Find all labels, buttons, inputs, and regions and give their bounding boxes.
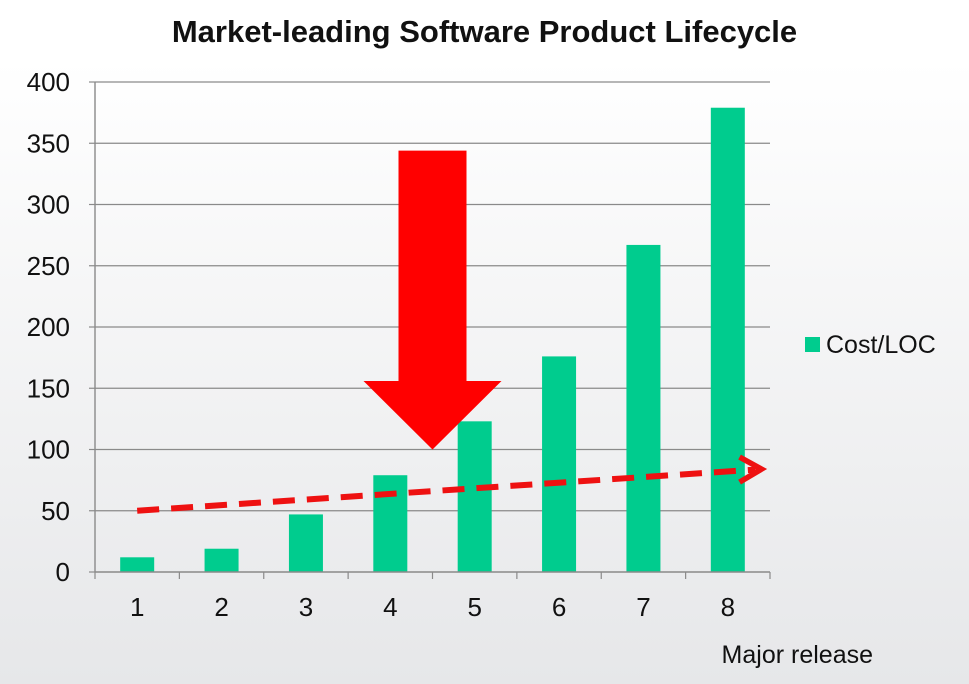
y-axis-ticks: 0 50 100 150 200 250 300 350 400 <box>27 67 95 587</box>
x-tick-label-8: 8 <box>721 592 735 622</box>
chart-title: Market-leading Software Product Lifecycl… <box>171 14 798 49</box>
y-tick-label-300: 300 <box>27 190 70 220</box>
bar-1 <box>120 557 155 572</box>
down-arrow <box>363 150 502 450</box>
annotations <box>136 150 768 514</box>
bars <box>120 107 745 573</box>
x-tick-label-2: 2 <box>214 592 228 622</box>
axes <box>94 82 770 573</box>
legend-swatch <box>805 337 820 352</box>
y-tick-label-100: 100 <box>27 435 70 465</box>
bar-6 <box>542 356 577 572</box>
legend: Cost/LOC <box>805 331 936 359</box>
x-tick-label-5: 5 <box>467 592 481 622</box>
y-tick-label-350: 350 <box>27 128 70 158</box>
x-tick-label-1: 1 <box>130 592 144 622</box>
x-tick-label-3: 3 <box>299 592 313 622</box>
x-tick-label-7: 7 <box>636 592 650 622</box>
x-tick-label-6: 6 <box>552 592 566 622</box>
x-axis-ticks: 1 2 3 4 5 6 7 8 <box>94 572 771 622</box>
y-tick-label-0: 0 <box>56 557 70 587</box>
y-tick-label-200: 200 <box>27 312 70 342</box>
trend-arrow-line <box>136 466 756 514</box>
legend-label: Cost/LOC <box>826 331 936 359</box>
bar-3 <box>288 514 323 572</box>
bar-2 <box>204 548 239 572</box>
y-tick-label-50: 50 <box>41 496 70 526</box>
trend-arrow-head <box>738 454 768 485</box>
bar-4 <box>373 475 408 572</box>
y-tick-label-150: 150 <box>27 373 70 403</box>
x-axis-label: Major release <box>722 641 873 669</box>
x-tick-label-4: 4 <box>383 592 397 622</box>
y-tick-label-250: 250 <box>27 251 70 281</box>
y-tick-label-400: 400 <box>27 67 70 97</box>
bar-7 <box>626 244 661 573</box>
chart-background <box>0 60 969 684</box>
bar-8 <box>710 107 745 572</box>
bar-5 <box>457 421 492 572</box>
